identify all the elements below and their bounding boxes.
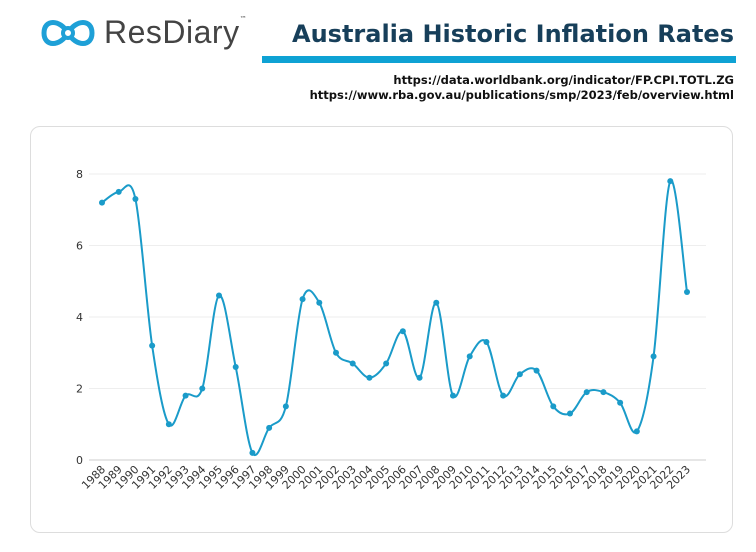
page-title: Australia Historic Inflation Rates bbox=[292, 20, 734, 48]
data-point bbox=[633, 428, 640, 435]
bow-logo-icon bbox=[41, 19, 95, 46]
data-point bbox=[349, 360, 356, 367]
y-tick-label: 2 bbox=[76, 383, 83, 396]
data-point bbox=[149, 342, 156, 349]
data-point bbox=[383, 360, 390, 367]
data-point bbox=[500, 392, 507, 399]
data-point bbox=[199, 385, 206, 392]
source-link-rba[interactable]: https://www.rba.gov.au/publications/smp/… bbox=[309, 88, 734, 102]
data-point bbox=[299, 296, 306, 303]
data-point bbox=[483, 339, 490, 346]
data-point bbox=[567, 410, 573, 417]
y-tick-label: 6 bbox=[76, 240, 83, 253]
data-point bbox=[667, 178, 674, 185]
data-point bbox=[282, 403, 289, 410]
chart-card: 0 2 4 6 8 1988 1989 1990 1991 1992 1993 1994 1995 199… bbox=[30, 126, 733, 533]
data-point bbox=[266, 424, 273, 431]
data-point bbox=[216, 292, 222, 299]
data-point bbox=[99, 199, 105, 206]
data-point bbox=[399, 328, 406, 335]
data-point bbox=[115, 188, 122, 195]
data-point bbox=[516, 371, 523, 378]
data-point bbox=[366, 374, 373, 381]
inflation-line-chart: 0246819881989199019911992199319941995199… bbox=[76, 168, 706, 492]
y-tick-label: 0 bbox=[76, 454, 83, 467]
y-tick-label: 4 bbox=[76, 311, 83, 324]
data-point bbox=[416, 374, 423, 381]
data-point bbox=[249, 449, 256, 456]
data-point bbox=[650, 353, 657, 360]
data-point bbox=[600, 389, 607, 396]
data-point bbox=[316, 299, 323, 306]
series-line bbox=[101, 179, 688, 457]
data-point bbox=[533, 367, 540, 374]
data-point bbox=[333, 349, 339, 356]
data-point bbox=[232, 364, 239, 371]
source-link-worldbank[interactable]: https://data.worldbank.org/indicator/FP.… bbox=[393, 73, 734, 87]
data-point bbox=[182, 392, 189, 399]
title-underline bbox=[262, 56, 736, 63]
data-point bbox=[132, 196, 139, 203]
data-point bbox=[583, 389, 590, 396]
data-point bbox=[165, 421, 172, 428]
data-point bbox=[433, 299, 440, 306]
data-point bbox=[684, 288, 690, 295]
data-point bbox=[550, 403, 557, 410]
data-point bbox=[617, 399, 624, 406]
y-tick-label: 8 bbox=[76, 168, 83, 181]
data-point bbox=[450, 392, 456, 399]
data-point bbox=[466, 353, 473, 360]
resdiary-logo: ResDiary ™ bbox=[40, 14, 247, 51]
